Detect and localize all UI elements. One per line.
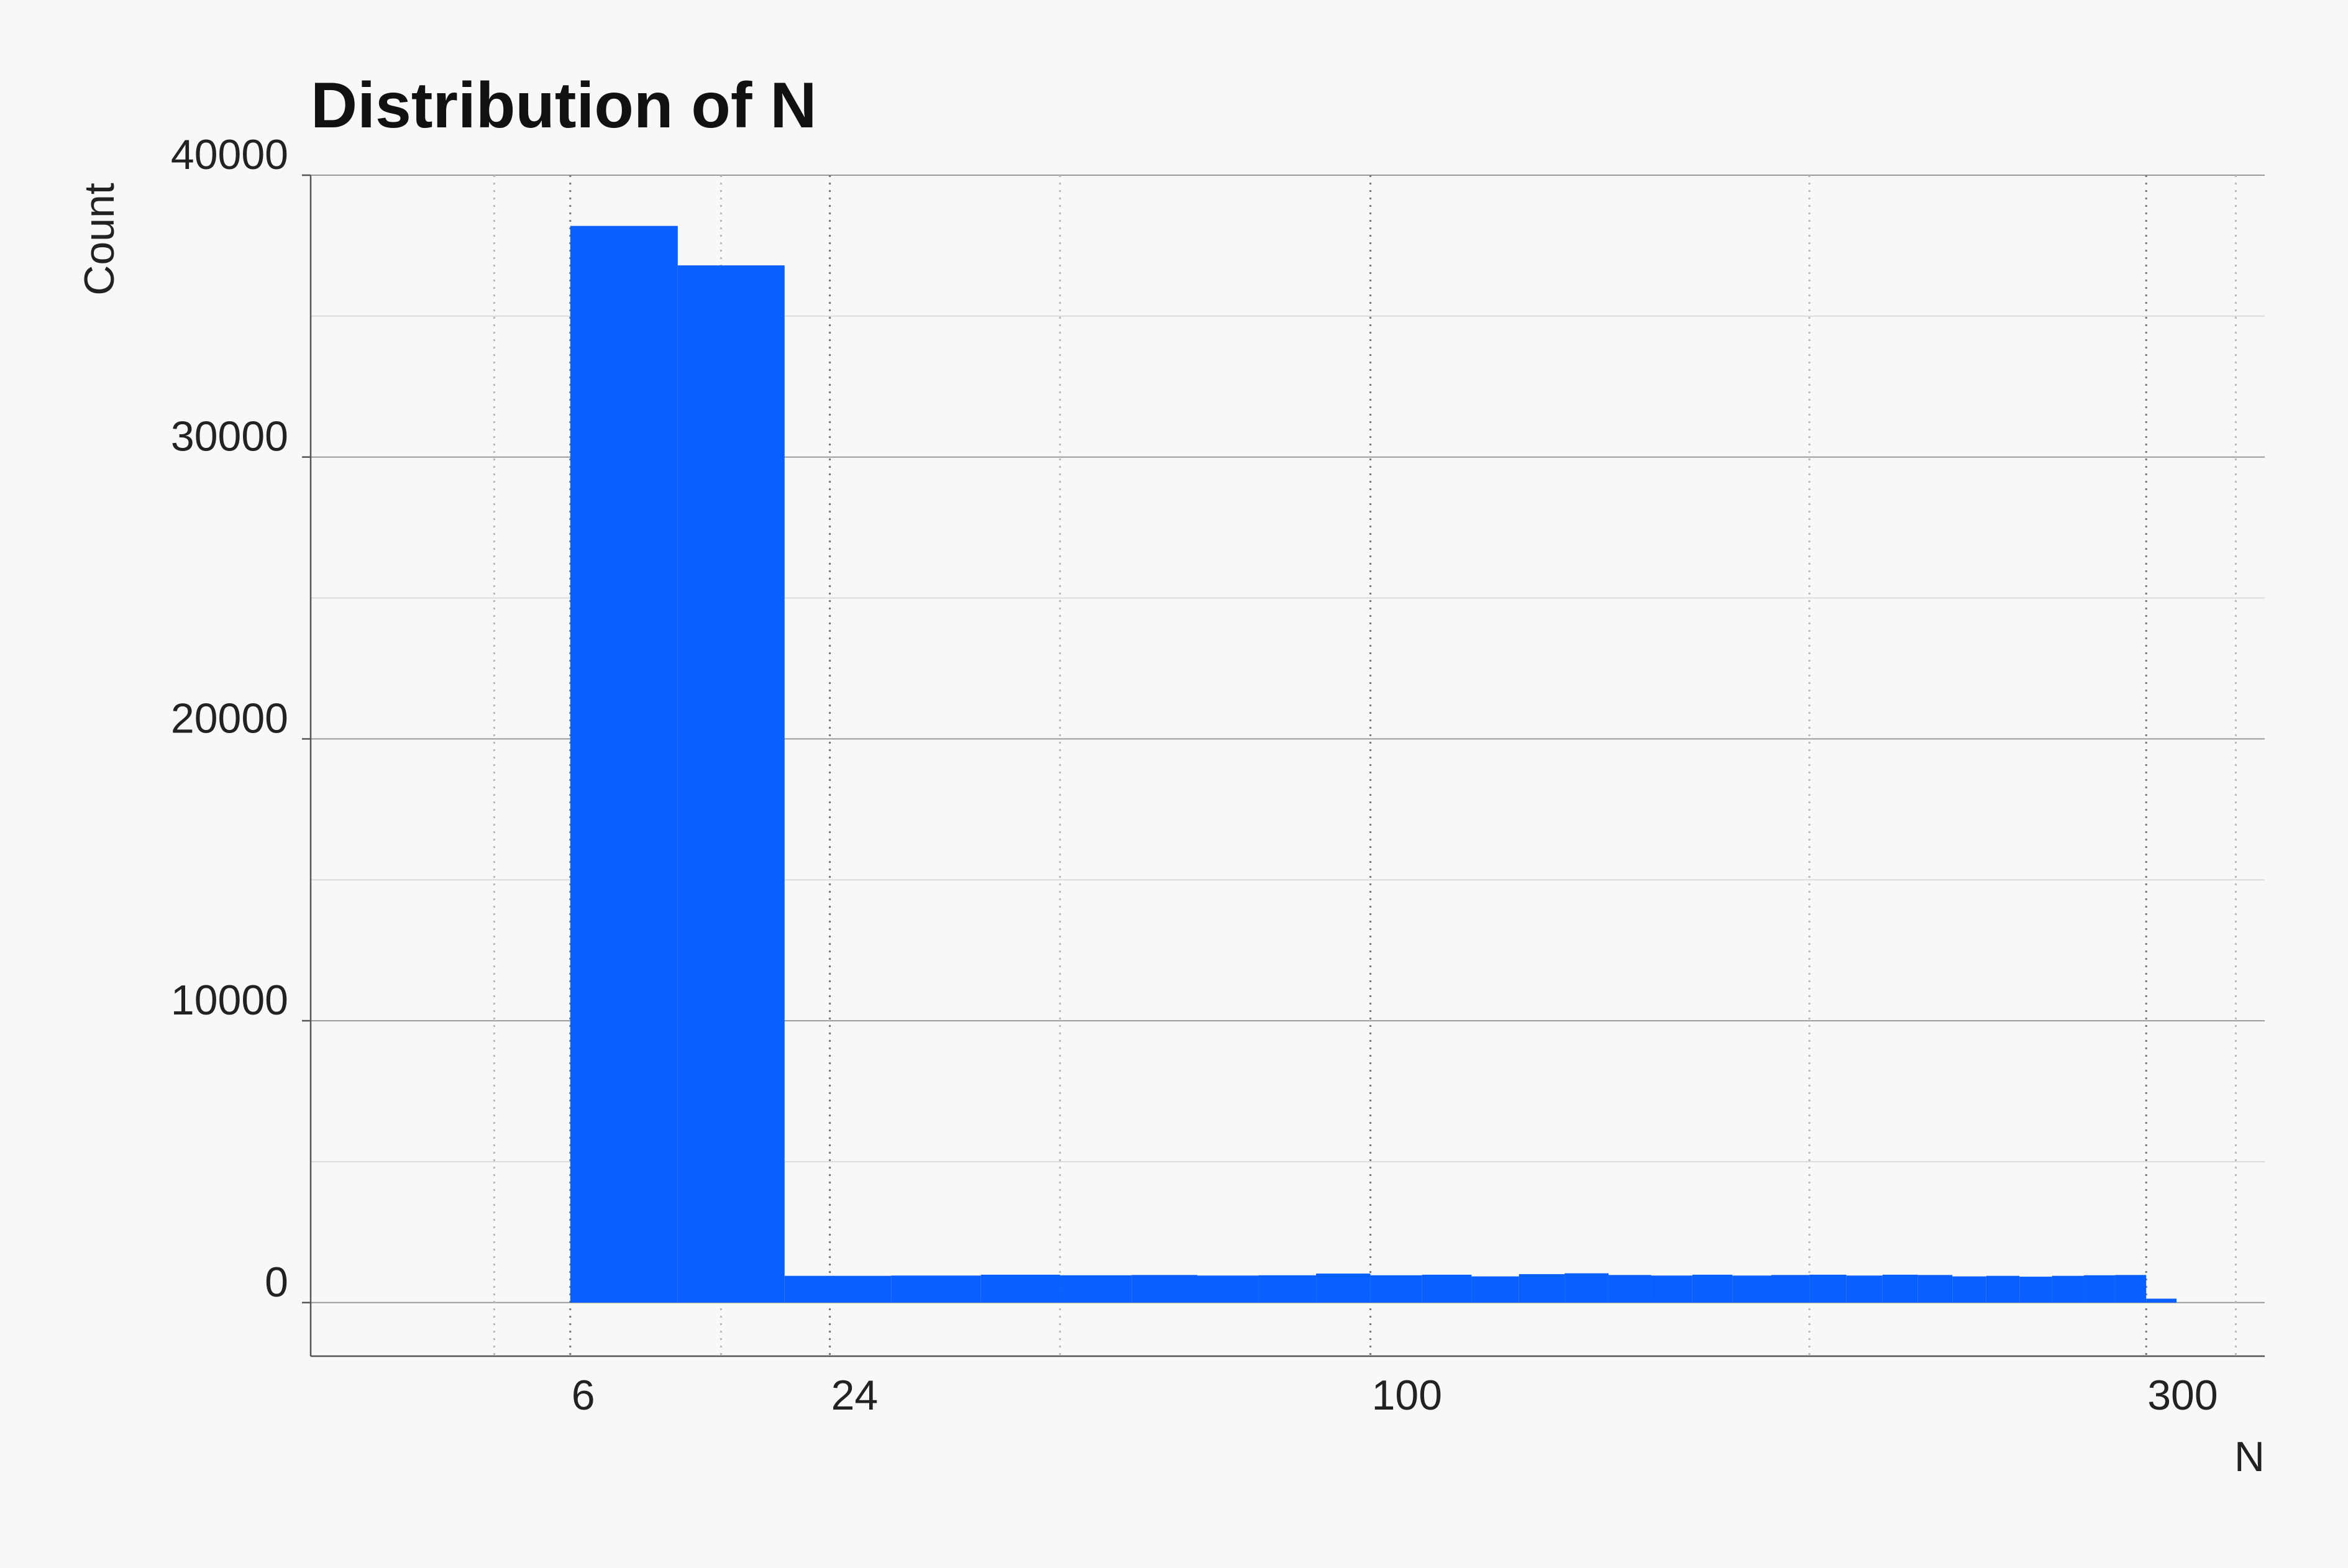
- y-tick-label: 30000: [171, 413, 288, 460]
- histogram-bar: [570, 226, 678, 1303]
- histogram-bar: [2019, 1277, 2052, 1303]
- histogram-bar: [2146, 1298, 2177, 1303]
- histogram-bar: [2115, 1275, 2147, 1303]
- histogram-bar: [891, 1275, 981, 1303]
- histogram-bar: [1732, 1275, 1772, 1303]
- histogram-bar: [784, 1275, 892, 1303]
- histogram-bar: [1316, 1274, 1371, 1303]
- x-tick-label: 24: [831, 1372, 879, 1419]
- y-tick-label: 40000: [171, 131, 288, 178]
- histogram-bar: [1565, 1273, 1609, 1303]
- x-tick-label: 300: [2147, 1372, 2218, 1419]
- histogram-bar: [1197, 1275, 1259, 1303]
- histogram-bar: [2084, 1275, 2116, 1303]
- y-tick-label: 10000: [171, 977, 288, 1024]
- histogram-bar: [1608, 1275, 1651, 1303]
- axes-layer: [309, 175, 2265, 1357]
- chart-title: Distribution of N: [311, 70, 817, 142]
- histogram-bar: [1771, 1275, 1810, 1303]
- histogram-bar: [1917, 1275, 1953, 1303]
- histogram-bar: [1422, 1274, 1472, 1303]
- histogram-bar: [2052, 1275, 2085, 1303]
- labels-layer: Distribution of N Count N 0 10000 20000 300…: [76, 70, 2265, 1480]
- histogram-bar: [1846, 1275, 1883, 1303]
- y-tick-label: 20000: [171, 695, 288, 742]
- histogram-bar: [677, 265, 785, 1303]
- histogram-bar: [1471, 1276, 1519, 1303]
- histogram-bar: [1258, 1275, 1317, 1303]
- histogram-bar: [980, 1274, 1061, 1303]
- y-axis-title: Count: [76, 183, 123, 296]
- y-tick-label: 0: [265, 1259, 288, 1306]
- histogram-bar: [1692, 1274, 1733, 1303]
- x-tick-label: 100: [1372, 1372, 1442, 1419]
- histogram-bar: [1651, 1275, 1692, 1303]
- histogram-bar: [1131, 1275, 1198, 1303]
- x-axis-title: N: [2234, 1433, 2265, 1480]
- histogram-bar: [1882, 1274, 1918, 1303]
- histogram-bar: [1060, 1275, 1132, 1303]
- histogram-bar: [1370, 1275, 1422, 1303]
- histogram-bar: [1519, 1274, 1565, 1303]
- histogram-bar: [1952, 1276, 1986, 1303]
- histogram-bar: [1809, 1274, 1847, 1303]
- x-tick-label: 6: [572, 1372, 595, 1419]
- bars-layer: [570, 226, 2177, 1303]
- histogram-bar: [1986, 1275, 2020, 1303]
